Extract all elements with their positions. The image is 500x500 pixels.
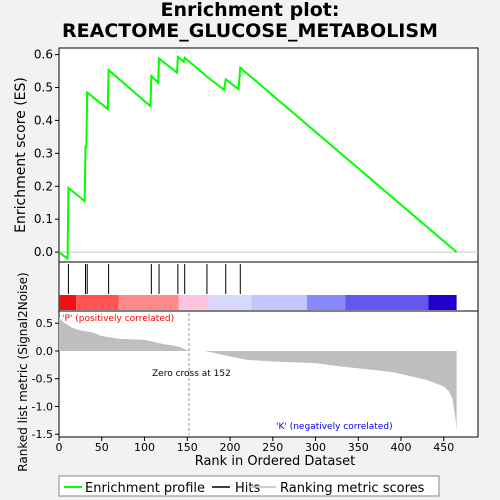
zero-cross-label: Zero cross at 152 xyxy=(152,369,231,379)
x-tick-label: 250 xyxy=(262,441,283,454)
metric-y-tick-label: -0.5 xyxy=(32,373,53,386)
title-line-2: REACTOME_GLUCOSE_METABOLISM xyxy=(62,20,438,42)
legend-label-hits: Hits xyxy=(235,481,260,496)
color-bar-segment xyxy=(428,295,457,310)
metric-y-ticks: 0.5 0.0 -0.5 -1.0 -1.5 xyxy=(32,317,59,441)
metric-y-tick-label: 0.0 xyxy=(36,345,54,358)
rank-color-bar xyxy=(59,295,457,310)
metric-y-axis-label: Ranked list metric (Signal2Noise) xyxy=(16,272,30,471)
x-tick-label: 150 xyxy=(177,441,198,454)
color-bar-segment xyxy=(118,295,179,310)
hits-panel xyxy=(58,261,479,312)
color-bar-segment xyxy=(208,295,252,310)
color-bar-segment xyxy=(345,295,429,310)
es-y-ticks: 0.0 0.1 0.2 0.3 0.4 0.5 0.6 xyxy=(34,48,59,259)
es-y-tick-label: 0.4 xyxy=(34,113,53,127)
x-tick-label: 300 xyxy=(305,441,326,454)
x-tick-label: 50 xyxy=(95,441,109,454)
x-tick-label: 450 xyxy=(433,441,454,454)
x-tick-label: 350 xyxy=(348,441,369,454)
metric-y-tick-label: -1.5 xyxy=(32,428,53,441)
es-y-tick-label: 0.1 xyxy=(34,212,53,226)
color-bar-segment xyxy=(306,295,346,310)
metric-x-ticks: 0 50 100 150 200 250 300 350 400 450 xyxy=(56,437,454,454)
legend-label-es: Enrichment profile xyxy=(85,481,205,496)
color-bar-segment xyxy=(178,295,209,310)
es-curve xyxy=(58,54,458,261)
legend-label-metric: Ranking metric scores xyxy=(280,481,425,496)
positive-correlation-label: 'P' (positively correlated) xyxy=(62,314,174,324)
legend-frame xyxy=(58,475,440,497)
es-y-tick-label: 0.2 xyxy=(34,179,53,193)
metric-y-tick-label: 0.5 xyxy=(36,317,54,330)
color-bar-segment xyxy=(251,295,307,310)
es-y-tick-label: 0.3 xyxy=(34,146,53,160)
metric-panel: 0.5 0.0 -0.5 -1.0 -1.5 0 50 100 150 200 250 300 350… xyxy=(16,272,479,472)
x-tick-label: 0 xyxy=(56,441,63,454)
chart-title: Enrichment plot: REACTOME_GLUCOSE_METABO… xyxy=(0,0,500,42)
legend: Enrichment profile Hits Ranking metric s… xyxy=(58,475,440,497)
x-tick-label: 400 xyxy=(391,441,412,454)
metric-y-tick-label: -1.0 xyxy=(32,400,53,413)
es-panel-frame xyxy=(58,47,479,263)
x-axis-label: Rank in Ordered Dataset xyxy=(195,454,356,469)
es-y-tick-label: 0.5 xyxy=(34,81,53,95)
color-bar-segment xyxy=(59,295,77,310)
title-line-1: Enrichment plot: xyxy=(160,0,340,21)
x-tick-label: 200 xyxy=(220,441,241,454)
es-panel: 0.0 0.1 0.2 0.3 0.4 0.5 0.6 Enrichment score (… xyxy=(13,47,479,263)
es-y-tick-label: 0.0 xyxy=(34,245,53,259)
x-tick-label: 100 xyxy=(134,441,155,454)
color-bar-segment xyxy=(76,295,119,310)
es-y-axis-label: Enrichment score (ES) xyxy=(13,77,29,233)
metric-area xyxy=(59,317,457,432)
es-y-tick-label: 0.6 xyxy=(34,48,53,62)
hit-lines xyxy=(67,264,241,294)
negative-correlation-label: 'K' (negatively correlated) xyxy=(276,422,393,432)
